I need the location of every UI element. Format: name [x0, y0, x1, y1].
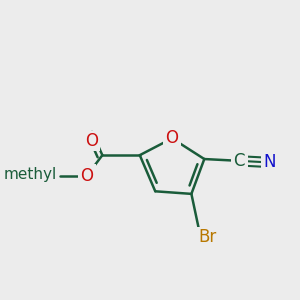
Text: O: O — [85, 132, 98, 150]
Text: C: C — [233, 152, 245, 170]
Text: O: O — [80, 167, 93, 185]
Text: N: N — [264, 153, 276, 171]
Text: Br: Br — [199, 228, 217, 246]
Text: methyl: methyl — [4, 167, 57, 182]
Text: O: O — [166, 129, 178, 147]
